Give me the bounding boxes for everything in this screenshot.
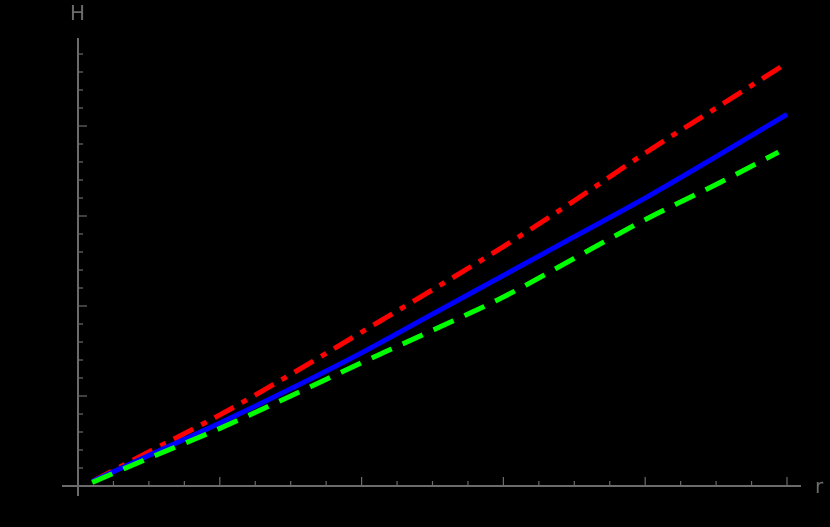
- x-axis-label: r: [815, 474, 824, 498]
- y-axis-label: H: [70, 1, 86, 25]
- series-green-dashed: [91, 149, 780, 485]
- axes: [62, 38, 801, 496]
- series-blue-solid: [91, 112, 789, 484]
- series-red-dash-dot: [91, 60, 789, 484]
- series-group: [91, 60, 789, 485]
